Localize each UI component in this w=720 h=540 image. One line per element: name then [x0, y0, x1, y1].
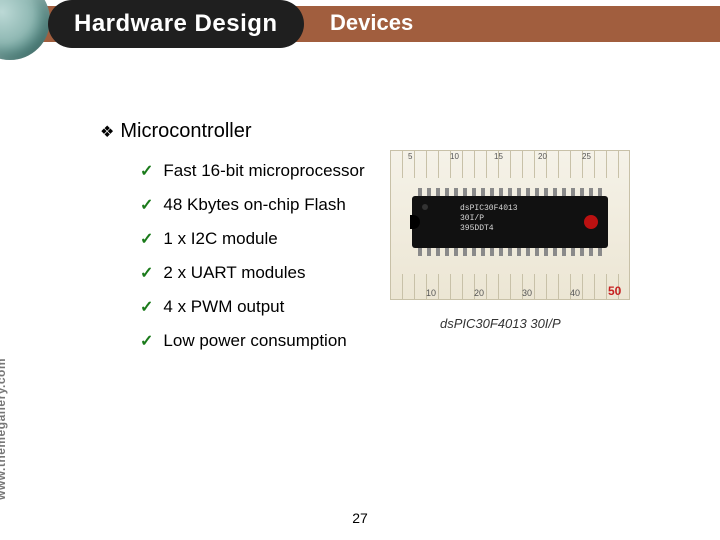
check-icon: ✓	[140, 331, 153, 351]
check-icon: ✓	[140, 195, 153, 215]
ruler-mark: 20	[538, 152, 547, 161]
microchip-logo-icon	[584, 215, 598, 229]
ruler-mark-red: 50	[608, 284, 621, 298]
section-heading: ❖ Microcontroller	[100, 120, 680, 143]
chip-notch-icon	[410, 215, 420, 229]
slide-title: Hardware Design	[74, 10, 278, 38]
ruler-mark: 10	[426, 288, 436, 298]
list-item-text: 2 x UART modules	[163, 263, 305, 283]
ruler-mark: 20	[474, 288, 484, 298]
list-item: ✓ 4 x PWM output	[140, 297, 680, 317]
chip-line1: dsPIC30F4013	[460, 204, 518, 213]
chip-line3: 395DDT4	[460, 224, 494, 233]
diamond-bullet-icon: ❖	[100, 122, 114, 142]
title-pill: Hardware Design	[48, 0, 304, 48]
check-icon: ✓	[140, 263, 153, 283]
list-item-text: 48 Kbytes on-chip Flash	[163, 195, 345, 215]
list-item-text: 1 x I2C module	[163, 229, 277, 249]
ruler-mark: 15	[494, 152, 503, 161]
slide-subtitle: Devices	[330, 10, 413, 36]
check-icon: ✓	[140, 229, 153, 249]
side-url: www.themegallery.com	[0, 358, 8, 500]
list-item: ✓ Low power consumption	[140, 331, 680, 351]
chip-marking: dsPIC30F4013 30I/P 395DDT4	[460, 204, 518, 234]
ruler-top: 5 10 15 20 25	[390, 150, 630, 178]
chip-pin1-dot-icon	[422, 204, 428, 210]
logo-disc-icon	[0, 0, 50, 60]
list-item-text: Fast 16-bit microprocessor	[163, 161, 364, 181]
figure-caption: dsPIC30F4013 30I/P	[440, 316, 561, 331]
section-heading-text: Microcontroller	[120, 120, 251, 143]
ruler-mark: 25	[582, 152, 591, 161]
chip-body: dsPIC30F4013 30I/P 395DDT4	[412, 196, 608, 248]
check-icon: ✓	[140, 161, 153, 181]
list-item-text: Low power consumption	[163, 331, 346, 351]
ruler-mark: 30	[522, 288, 532, 298]
check-icon: ✓	[140, 297, 153, 317]
list-item-text: 4 x PWM output	[163, 297, 284, 317]
chip-line2: 30I/P	[460, 214, 484, 223]
ruler-mark: 40	[570, 288, 580, 298]
page-number: 27	[352, 510, 368, 526]
chip-figure: 5 10 15 20 25 10 20 30 40 50 dsPIC30F401…	[390, 150, 630, 300]
ruler-bottom: 10 20 30 40 50	[390, 274, 630, 300]
ruler-mark: 5	[408, 152, 412, 161]
ruler-mark: 10	[450, 152, 459, 161]
